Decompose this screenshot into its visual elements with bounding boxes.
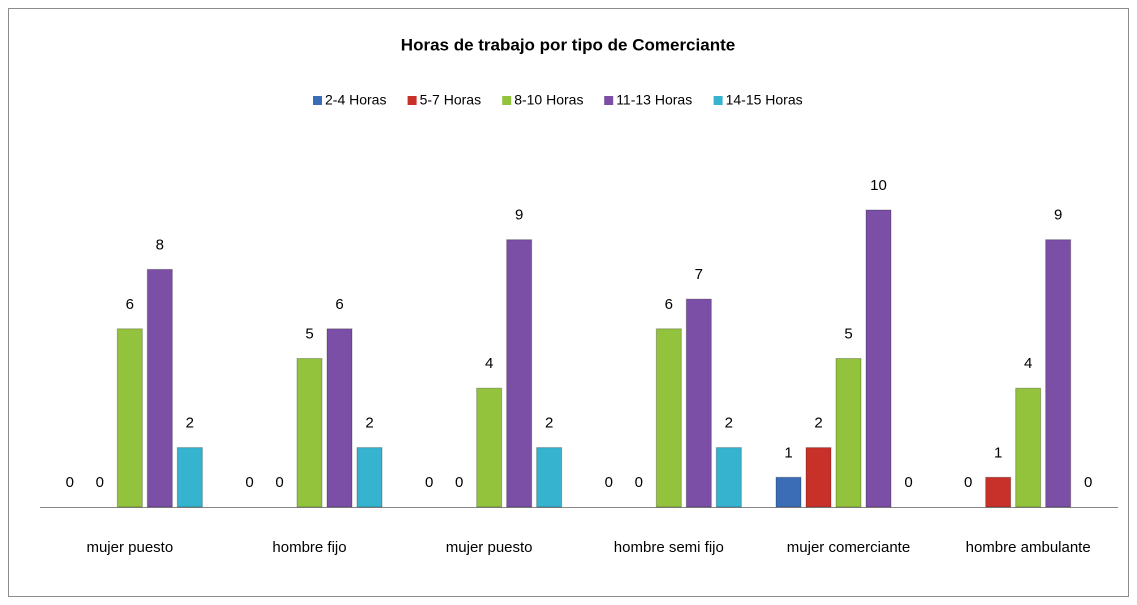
data-label: 0 [245,474,253,491]
data-label: 4 [485,355,493,372]
data-label: 7 [695,266,703,283]
bar [685,298,712,508]
data-label: 2 [365,415,373,432]
bar [476,387,503,508]
data-label: 9 [515,207,523,224]
bar [865,209,892,508]
data-label: 0 [904,474,912,491]
data-label: 2 [545,415,553,432]
legend-label: 11-13 Horas [616,92,692,108]
data-label: 0 [635,474,643,491]
bar [1015,387,1042,508]
bar [775,476,802,508]
data-label: 0 [96,474,104,491]
bar [1045,239,1072,508]
data-label: 6 [665,296,673,313]
data-label: 0 [1084,474,1092,491]
data-label: 5 [844,325,852,342]
bar [985,476,1012,508]
data-label: 0 [66,474,74,491]
legend-swatch [604,96,614,105]
x-tick-label: mujer comerciante [786,539,911,556]
data-label: 1 [994,444,1002,461]
bar [805,447,832,508]
data-label: 4 [1024,355,1032,372]
legend-swatch [407,96,417,105]
data-label: 5 [305,325,313,342]
data-label: 2 [186,415,194,432]
legend-swatch [313,96,322,105]
data-label: 1 [784,444,792,461]
data-label: 2 [814,415,822,432]
bar [356,447,383,508]
data-label: 6 [126,296,134,313]
bar [146,268,173,508]
data-label: 0 [425,474,433,491]
legend-label: 14-15 Horas [726,92,803,108]
bar [326,328,353,508]
legend-label: 8-10 Horas [514,92,583,108]
bar [176,447,203,508]
data-label: 8 [156,236,164,253]
data-label: 0 [275,474,283,491]
bar [715,447,742,508]
x-tick-label: hombre fijo [272,539,347,556]
x-tick-label: hombre ambulante [965,539,1091,556]
data-label: 6 [335,296,343,313]
bar [116,328,143,508]
x-tick-label: hombre semi fijo [613,539,724,556]
data-label: 9 [1054,207,1062,224]
data-label: 10 [870,177,887,194]
bar [296,358,323,508]
legend-swatch [502,96,512,105]
chart-title: Horas de trabajo por tipo de Comerciante [401,35,735,54]
bar [506,239,533,508]
bar [655,328,682,508]
bar [536,447,563,508]
data-label: 0 [964,474,972,491]
data-label: 2 [725,415,733,432]
legend-swatch [713,96,723,105]
data-label: 0 [605,474,613,491]
bar [835,358,862,508]
legend-label: 5-7 Horas [420,92,481,108]
x-tick-label: mujer puesto [86,539,174,556]
legend-label: 2-4 Horas [325,92,386,108]
x-tick-label: mujer puesto [445,539,533,556]
data-label: 0 [455,474,463,491]
